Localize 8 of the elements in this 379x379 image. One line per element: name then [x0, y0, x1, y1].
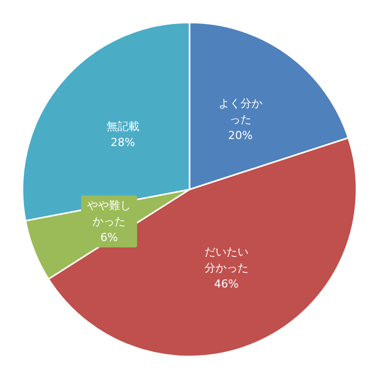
data-label: 46%	[214, 277, 239, 290]
slice-label: 無記載	[106, 120, 140, 133]
slice-label: やや難しかった	[87, 198, 132, 228]
data-label: 28%	[110, 136, 136, 149]
slice-label: だいたい分かった	[204, 245, 248, 274]
data-label: 20%	[228, 129, 253, 142]
slice-label: よく分かった	[218, 97, 262, 126]
data-label: 6%	[100, 230, 118, 244]
